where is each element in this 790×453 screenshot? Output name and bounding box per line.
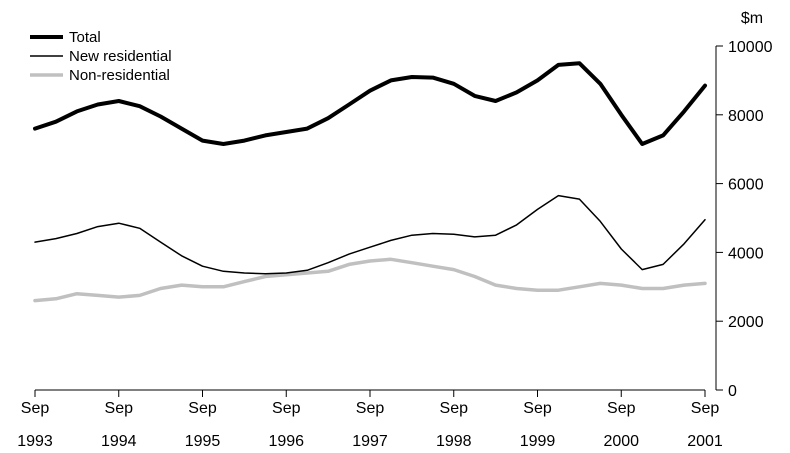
y-tick-label: 2000	[728, 314, 764, 331]
x-tick-label-month: Sep	[105, 400, 134, 417]
y-unit-label: $m	[741, 10, 763, 27]
x-axis: Sep 1993 Sep 1994 Sep 1995 Sep 1996 Sep 1997 Sep 19…	[17, 389, 723, 450]
x-tick-label-year: 1997	[352, 433, 388, 450]
x-tick-label-month: Sep	[272, 400, 301, 417]
legend: Total New residential Non-residential	[30, 29, 172, 84]
plot-lines	[33, 61, 707, 303]
y-tick-label: 10000	[728, 39, 773, 56]
x-tick-label-year: 1994	[101, 433, 137, 450]
x-tick-label-month: Sep	[21, 400, 50, 417]
legend-label: Total	[69, 29, 101, 46]
x-tick-label-month: Sep	[440, 400, 469, 417]
series-line-non-residential	[33, 257, 707, 303]
x-tick-label-month: Sep	[607, 400, 636, 417]
series-line-total	[33, 61, 707, 146]
y-tick-label: 4000	[728, 245, 764, 262]
x-tick-label-year: 2000	[603, 433, 639, 450]
series-line-new-residential	[34, 194, 706, 275]
x-tick-label-year: 1999	[520, 433, 556, 450]
x-tick-label-year: 2001	[687, 433, 723, 450]
legend-label: New residential	[69, 48, 172, 65]
y-axis: $m 0 2000 4000 6000 8000 10000	[715, 10, 773, 400]
x-tick-label-year: 1998	[436, 433, 472, 450]
x-tick-label-month: Sep	[523, 400, 552, 417]
y-tick-label: 6000	[728, 177, 764, 194]
x-tick-label-year: 1995	[185, 433, 221, 450]
y-tick-label: 8000	[728, 108, 764, 125]
legend-label: Non-residential	[69, 67, 170, 84]
y-tick-label: 0	[728, 383, 737, 400]
x-tick-label-month: Sep	[691, 400, 720, 417]
x-tick-label-month: Sep	[188, 400, 217, 417]
x-tick-label-year: 1996	[268, 433, 304, 450]
x-tick-label-year: 1993	[17, 433, 53, 450]
x-tick-label-month: Sep	[356, 400, 385, 417]
